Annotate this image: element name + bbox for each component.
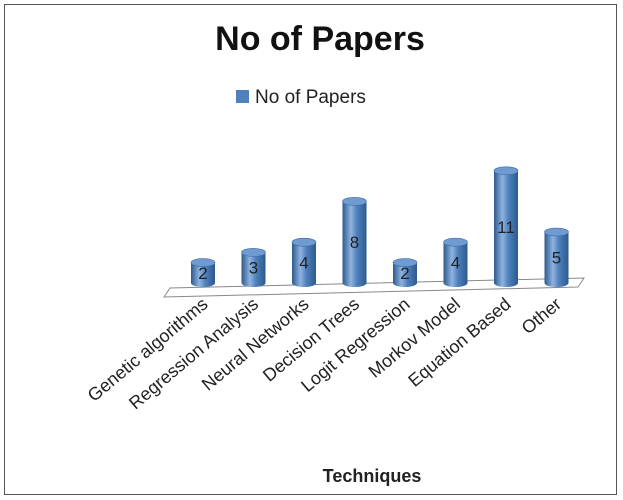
data-label: 2 [198, 264, 207, 283]
bar-body [544, 232, 569, 287]
bar-top [241, 248, 266, 257]
bar-body [494, 170, 518, 287]
bar-top [392, 258, 418, 267]
chart-title: No of Papers [215, 20, 425, 58]
data-label: 5 [552, 249, 561, 268]
bar-body [191, 262, 215, 287]
x-axis-label: Techniques [323, 466, 422, 486]
bar-3 [342, 197, 367, 287]
bar-body [241, 252, 266, 287]
data-label: 11 [497, 218, 515, 237]
bar-4 [392, 258, 418, 287]
bar-6 [493, 166, 519, 287]
bar-0 [190, 258, 216, 287]
legend: No of Papers [236, 87, 366, 108]
bar-2 [291, 237, 317, 287]
bar-top [342, 197, 367, 206]
bar-top [443, 237, 468, 247]
legend-label: No of Papers [255, 87, 366, 108]
bar-7 [544, 227, 569, 287]
data-label: 4 [451, 254, 460, 273]
data-label: 2 [400, 264, 409, 283]
data-label: 4 [299, 254, 308, 273]
data-labels: 2 3 4 8 2 4 11 5 [198, 218, 561, 283]
bar-body [393, 262, 417, 287]
bar-1 [241, 248, 266, 287]
bar-body [292, 242, 316, 287]
bar-body [443, 242, 468, 287]
bar-body [342, 201, 367, 287]
bars [190, 166, 569, 287]
bar-top [291, 237, 317, 247]
bar-top [493, 166, 519, 176]
bar-top [544, 227, 569, 237]
data-label: 3 [249, 259, 258, 278]
bar-top [190, 258, 216, 267]
x-tick-label: Other [518, 294, 565, 338]
legend-swatch [236, 90, 249, 103]
chart-floor [163, 277, 585, 298]
bar-5 [443, 237, 468, 287]
data-label: 8 [350, 233, 359, 252]
